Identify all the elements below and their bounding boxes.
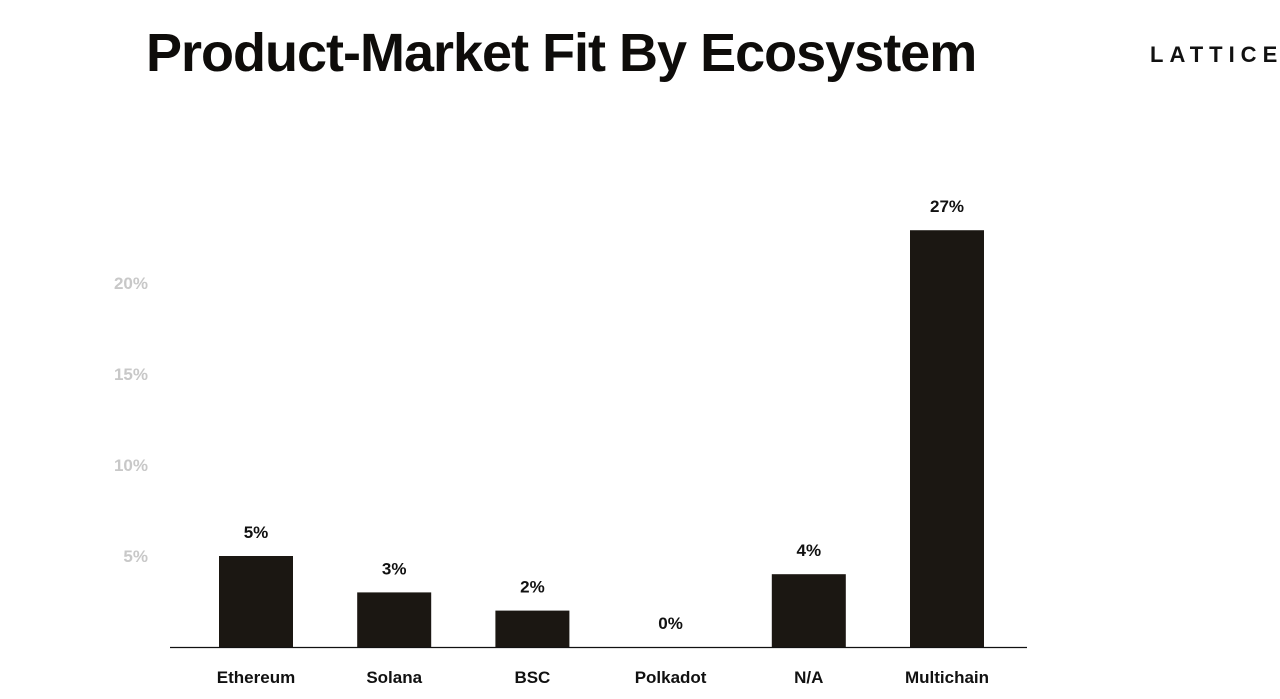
data-labels: 5% 3% 2% 0% 4% 27% [244, 197, 964, 633]
data-label: 27% [930, 197, 964, 216]
y-tick-label: 20% [114, 274, 148, 293]
y-tick-label: 15% [114, 365, 148, 384]
category-label: Solana [366, 668, 422, 687]
category-labels: Ethereum Solana BSC Polkadot N/A Multichain [217, 668, 989, 687]
data-label: 5% [244, 523, 269, 542]
bar-multichain [910, 230, 984, 647]
bars [219, 230, 984, 647]
data-label: 2% [520, 578, 545, 597]
bar-n-a [771, 574, 846, 647]
data-label: 3% [382, 559, 407, 578]
data-label: 4% [797, 541, 822, 560]
bar-ethereum [219, 556, 293, 647]
category-label: N/A [794, 668, 823, 687]
brand-logo: LATTICE [1150, 42, 1280, 67]
page-title: Product-Market Fit By Ecosystem [146, 23, 977, 83]
category-label: Multichain [905, 668, 989, 687]
y-tick-label: 5% [123, 547, 148, 566]
category-label: BSC [514, 668, 550, 687]
bar-solana [357, 592, 432, 647]
category-label: Ethereum [217, 668, 295, 687]
data-label: 0% [658, 614, 683, 633]
y-axis-ticks: 5% 10% 15% 20% [114, 274, 148, 566]
bar-bsc [495, 610, 570, 647]
category-label: Polkadot [635, 668, 707, 687]
y-tick-label: 10% [114, 456, 148, 475]
